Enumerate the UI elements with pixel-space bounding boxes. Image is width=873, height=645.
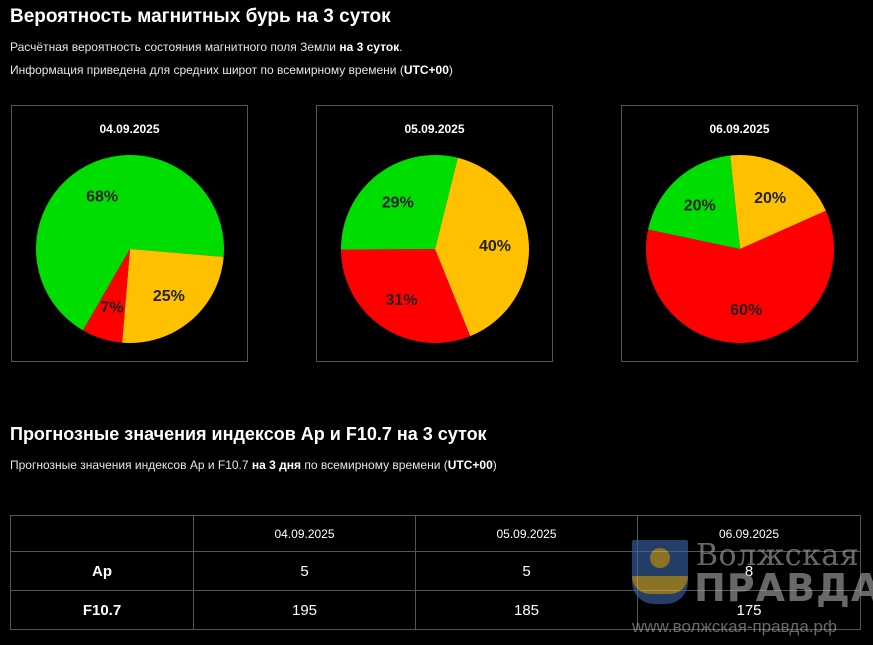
pie-slice-label: 7%: [100, 299, 123, 316]
row-label-ap: Ap: [10, 551, 194, 591]
table-header-row: 04.09.2025 05.09.2025 06.09.2025: [10, 515, 861, 552]
pie-slice-label: 20%: [684, 197, 716, 214]
pie-slice-label: 20%: [754, 190, 786, 207]
pie-slice: [341, 154, 458, 250]
pie-slice-label: 60%: [730, 302, 762, 319]
page-title: Вероятность магнитных бурь на 3 суток: [10, 6, 391, 27]
pie-chart-day3: 20% 60% 20%: [646, 155, 834, 343]
pie-slice-label: 29%: [382, 195, 414, 212]
pie-slice: [646, 210, 834, 343]
pie-slice: [730, 155, 826, 249]
table-cell: 8: [637, 551, 861, 591]
indices-table: 04.09.2025 05.09.2025 06.09.2025 Ap 5 5 …: [10, 515, 861, 630]
indices-description: Прогнозные значения индексов Ap и F10.7 …: [10, 458, 497, 472]
table-cell: 185: [415, 590, 638, 630]
table-corner-cell: [10, 515, 194, 552]
description-line-2: Информация приведена для средних широт п…: [10, 63, 453, 77]
row-label-f107: F10.7: [10, 590, 194, 630]
pie-slice-label: 25%: [153, 288, 185, 305]
pie-slice-label: 31%: [386, 292, 418, 309]
table-cell: 5: [415, 551, 638, 591]
pie-slice: [36, 155, 225, 331]
pie-slice: [648, 155, 740, 249]
pie-slice-label: 68%: [86, 189, 118, 206]
pie-panel-day2: 05.09.2025 40% 31% 29%: [316, 105, 553, 362]
table-date-header: 04.09.2025: [193, 515, 416, 552]
pie-slice: [122, 249, 224, 343]
pie-slice: [435, 157, 529, 337]
pie-panel-day3: 06.09.2025 20% 60% 20%: [621, 105, 858, 362]
pie-slice-label: 40%: [479, 238, 511, 255]
pie-panel-day1: 04.09.2025 68% 25% 7%: [11, 105, 248, 362]
pie-chart-day2: 40% 31% 29%: [341, 154, 529, 343]
pie-slice: [341, 249, 471, 343]
table-row-ap: Ap 5 5 8: [10, 551, 861, 591]
description-line-1: Расчётная вероятность состояния магнитно…: [10, 40, 403, 54]
section-title-indices: Прогнозные значения индексов Ap и F10.7 …: [10, 424, 487, 444]
table-date-header: 06.09.2025: [637, 515, 861, 552]
table-date-header: 05.09.2025: [415, 515, 638, 552]
table-cell: 195: [193, 590, 416, 630]
pie-title: 04.09.2025: [99, 122, 160, 136]
pie-chart-day1: 68% 25% 7%: [36, 155, 225, 343]
table-cell: 5: [193, 551, 416, 591]
pie-title: 06.09.2025: [709, 122, 770, 136]
table-row-f107: F10.7 195 185 175: [10, 590, 861, 630]
pie-title: 05.09.2025: [404, 122, 465, 136]
pie-slice: [83, 249, 130, 343]
table-cell: 175: [637, 590, 861, 630]
